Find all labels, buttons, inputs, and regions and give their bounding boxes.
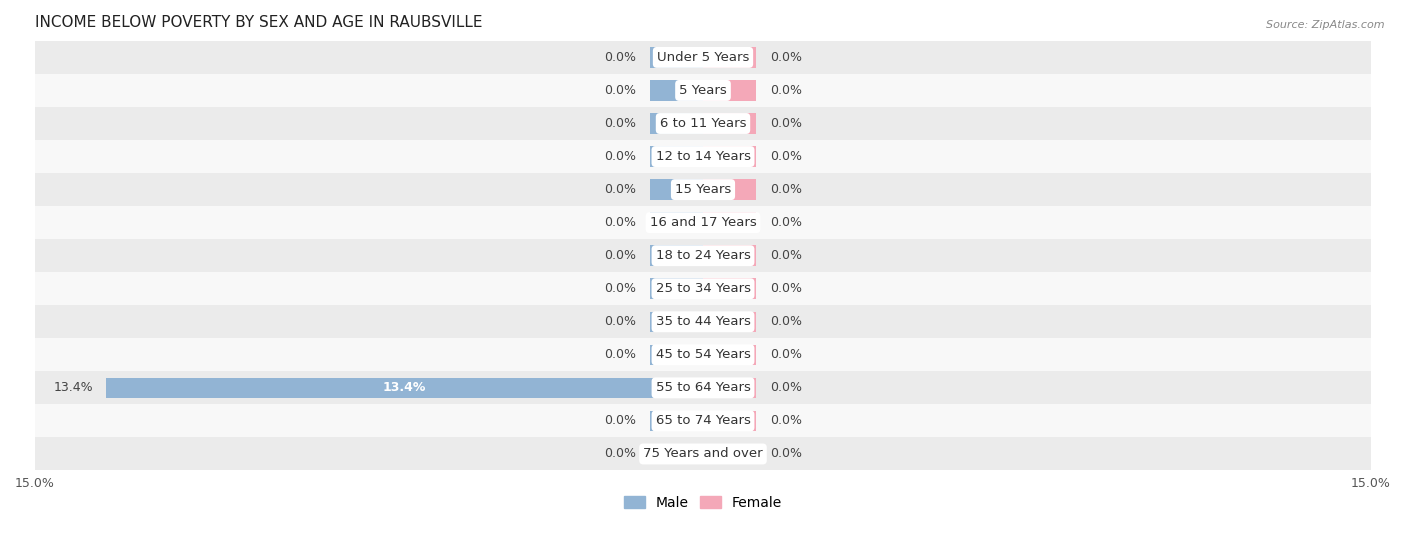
Bar (650, 278, 703, 299)
Bar (650, 47, 703, 68)
Bar (35, 206, 1371, 239)
Text: 0.0%: 0.0% (605, 315, 636, 328)
Text: 0.0%: 0.0% (605, 448, 636, 460)
Bar (35, 371, 1371, 405)
Bar (35, 239, 1371, 272)
Text: Source: ZipAtlas.com: Source: ZipAtlas.com (1267, 20, 1385, 30)
Bar (35, 338, 1371, 371)
Bar (703, 345, 756, 365)
Text: 0.0%: 0.0% (770, 415, 801, 427)
Bar (703, 311, 756, 332)
Text: 0.0%: 0.0% (605, 117, 636, 130)
Bar (650, 246, 703, 266)
Text: 0.0%: 0.0% (605, 415, 636, 427)
Bar (35, 74, 1371, 107)
Bar (650, 311, 703, 332)
Bar (650, 113, 703, 134)
Text: 0.0%: 0.0% (770, 183, 801, 196)
Text: 45 to 54 Years: 45 to 54 Years (655, 348, 751, 362)
Bar (35, 305, 1371, 338)
Bar (650, 213, 703, 233)
Text: 0.0%: 0.0% (770, 51, 801, 64)
Text: 0.0%: 0.0% (770, 117, 801, 130)
Text: 0.0%: 0.0% (770, 448, 801, 460)
Text: 5 Years: 5 Years (679, 84, 727, 97)
Bar (703, 411, 756, 431)
Bar (703, 246, 756, 266)
Text: 18 to 24 Years: 18 to 24 Years (655, 249, 751, 262)
Text: 0.0%: 0.0% (770, 381, 801, 395)
Text: 75 Years and over: 75 Years and over (643, 448, 763, 460)
Bar (650, 411, 703, 431)
Text: 0.0%: 0.0% (770, 150, 801, 163)
Text: 0.0%: 0.0% (605, 282, 636, 295)
Text: 0.0%: 0.0% (605, 348, 636, 362)
Text: 12 to 14 Years: 12 to 14 Years (655, 150, 751, 163)
Bar (107, 378, 703, 398)
Text: INCOME BELOW POVERTY BY SEX AND AGE IN RAUBSVILLE: INCOME BELOW POVERTY BY SEX AND AGE IN R… (35, 15, 482, 30)
Bar (703, 47, 756, 68)
Legend: Male, Female: Male, Female (619, 490, 787, 515)
Text: 35 to 44 Years: 35 to 44 Years (655, 315, 751, 328)
Text: 16 and 17 Years: 16 and 17 Years (650, 216, 756, 229)
Text: 0.0%: 0.0% (770, 216, 801, 229)
Text: 0.0%: 0.0% (605, 216, 636, 229)
Bar (703, 378, 756, 398)
Bar (703, 113, 756, 134)
Text: 25 to 34 Years: 25 to 34 Years (655, 282, 751, 295)
Bar (35, 272, 1371, 305)
Bar (703, 213, 756, 233)
Bar (703, 444, 756, 464)
Bar (35, 41, 1371, 74)
Bar (35, 405, 1371, 437)
Text: 0.0%: 0.0% (770, 348, 801, 362)
Bar (35, 107, 1371, 140)
Text: 0.0%: 0.0% (770, 282, 801, 295)
Text: 0.0%: 0.0% (770, 315, 801, 328)
Text: 0.0%: 0.0% (605, 51, 636, 64)
Text: 55 to 64 Years: 55 to 64 Years (655, 381, 751, 395)
Bar (35, 437, 1371, 470)
Bar (35, 140, 1371, 173)
Text: 13.4%: 13.4% (382, 381, 426, 395)
Bar (703, 146, 756, 167)
Text: 0.0%: 0.0% (605, 84, 636, 97)
Text: 0.0%: 0.0% (605, 183, 636, 196)
Bar (650, 179, 703, 200)
Bar (650, 146, 703, 167)
Text: 0.0%: 0.0% (605, 150, 636, 163)
Text: Under 5 Years: Under 5 Years (657, 51, 749, 64)
Bar (650, 345, 703, 365)
Text: 6 to 11 Years: 6 to 11 Years (659, 117, 747, 130)
Text: 0.0%: 0.0% (770, 249, 801, 262)
Bar (650, 444, 703, 464)
Text: 0.0%: 0.0% (770, 84, 801, 97)
Bar (35, 173, 1371, 206)
Bar (703, 80, 756, 100)
Text: 13.4%: 13.4% (53, 381, 93, 395)
Text: 65 to 74 Years: 65 to 74 Years (655, 415, 751, 427)
Bar (703, 179, 756, 200)
Bar (703, 278, 756, 299)
Text: 15 Years: 15 Years (675, 183, 731, 196)
Text: 0.0%: 0.0% (605, 249, 636, 262)
Bar (650, 80, 703, 100)
